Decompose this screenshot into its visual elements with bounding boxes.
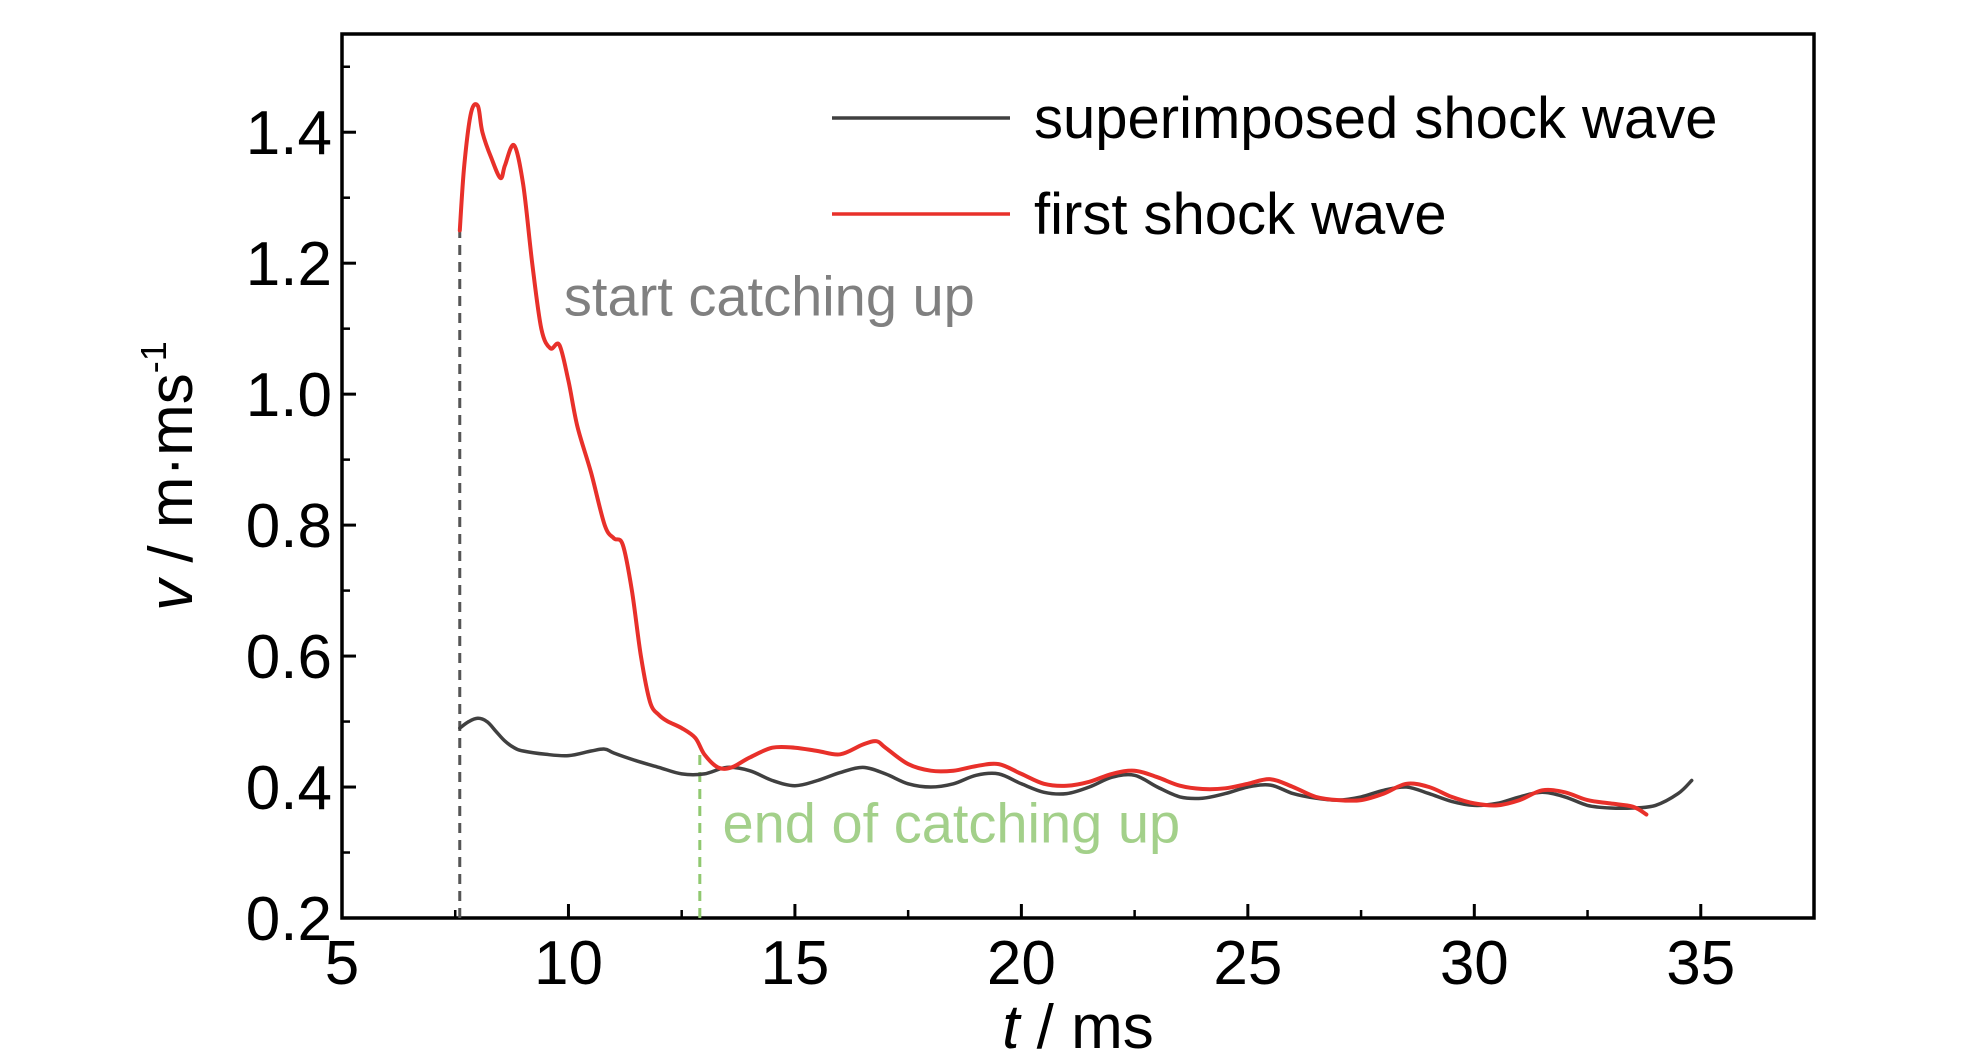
legend-label-1: superimposed shock wave (1034, 86, 1717, 151)
y-tick-label: 1.4 (246, 99, 332, 168)
x-tick-label: 5 (325, 929, 359, 998)
y-tick-label: 0.6 (246, 623, 332, 692)
x-tick-label: 20 (987, 929, 1056, 998)
legend-label-2: first shock wave (1034, 182, 1447, 247)
tick-labels: 5 10 15 20 25 30 35 0.2 0.4 0.6 0.8 1.0 1.2 1.4 (246, 99, 1735, 998)
y-tick-label: 0.2 (246, 885, 332, 954)
y-tick-label: 0.8 (246, 492, 332, 561)
x-tick-label: 15 (760, 929, 829, 998)
x-tick-label: 10 (534, 929, 603, 998)
x-tick-label: 30 (1440, 929, 1509, 998)
start-annotation: start catching up (564, 265, 975, 328)
end-annotation: end of catching up (722, 792, 1180, 855)
ticks-group (340, 65, 1816, 920)
y-axis-variable: v (137, 577, 206, 611)
y-tick-label: 1.2 (246, 230, 332, 299)
series-line-2 (457, 102, 1649, 817)
legend: superimposed shock wave first shock wave (832, 86, 1717, 247)
x-tick-label: 25 (1213, 929, 1282, 998)
x-axis-unit: / ms (1019, 993, 1153, 1062)
series-group (457, 102, 1694, 817)
marker-lines (458, 230, 702, 918)
y-axis-unit: / m·ms (137, 373, 206, 580)
x-tick-label: 35 (1666, 929, 1735, 998)
x-axis-label: t / ms (1002, 993, 1154, 1062)
y-axis-unit-superscript: -1 (133, 341, 174, 373)
annotations: start catching up end of catching up (564, 265, 1180, 855)
y-tick-label: 1.0 (246, 361, 332, 430)
y-tick-label: 0.4 (246, 754, 332, 823)
x-axis-variable: t (1002, 993, 1022, 1062)
y-axis-label: v / m·ms-1 (133, 341, 206, 611)
plot-frame (340, 32, 1816, 920)
